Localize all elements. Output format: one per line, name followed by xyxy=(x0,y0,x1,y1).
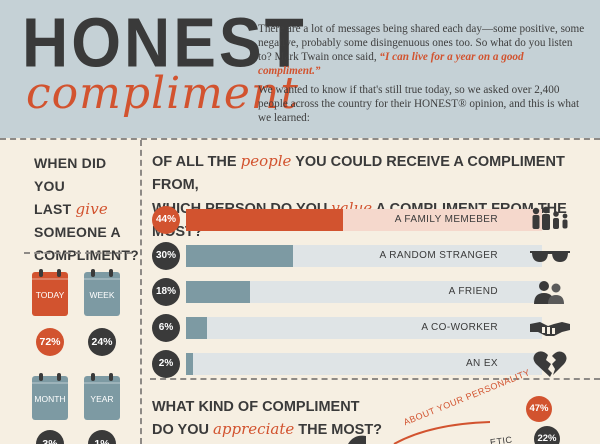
bar-track: AN EX xyxy=(186,353,542,375)
question-2-title: WHAT KIND OF COMPLIMENT DO YOU appreciat… xyxy=(152,396,452,441)
today-percent: 72% xyxy=(36,328,64,356)
bar-fill xyxy=(186,209,343,231)
twain-quote: “I can live for a year on a good complim… xyxy=(258,51,524,77)
bar-percent-badge: 30% xyxy=(152,242,180,270)
bar-percent-badge: 2% xyxy=(152,350,180,378)
question-2-line-2: DO YOU appreciate THE MOST? xyxy=(152,418,452,441)
bar-percent-badge: 6% xyxy=(152,314,180,342)
left-question-give: give xyxy=(75,200,109,218)
bar-fill xyxy=(186,353,194,375)
calendar-today-icon: TODAY xyxy=(32,269,68,316)
sunglasses-icon xyxy=(530,251,570,262)
handshake-icon xyxy=(530,322,570,336)
bar-track: A RANDOM STRANGER xyxy=(186,245,542,267)
intro-paragraph-2: We wanted to know if that's still true t… xyxy=(258,84,580,124)
calendar-week-icon: WEEK xyxy=(84,269,120,316)
bar-percent-badge: 18% xyxy=(152,278,180,306)
bar-fill xyxy=(186,281,251,303)
bar-row-family: 44% A FAMILY MEMEBER xyxy=(152,204,592,236)
calendar-month-label: MONTH xyxy=(34,394,66,404)
calendar-today-label: TODAY xyxy=(35,290,65,300)
arc-chart-fragment xyxy=(348,421,491,444)
year-percent: 1% xyxy=(88,430,116,444)
week-percent: 24% xyxy=(88,328,116,356)
left-question-last: LAST xyxy=(34,201,72,217)
intro-paragraph-1: There are a lot of messages being shared… xyxy=(258,23,585,63)
q1-accent-people: people xyxy=(240,152,292,170)
bar-percent-badge: 44% xyxy=(152,206,180,234)
q2-text-b: THE MOST? xyxy=(298,422,383,438)
q2-accent-appreciate: appreciate xyxy=(212,420,295,438)
bar-label: A RANDOM STRANGER xyxy=(379,250,498,261)
bar-track: A FAMILY MEMEBER xyxy=(186,209,542,231)
left-divider xyxy=(24,252,132,254)
logo-compliment: compliment xyxy=(26,68,299,119)
bar-row-ex: 2% AN EX xyxy=(152,348,592,380)
section-divider xyxy=(150,378,600,380)
arc-percent-athletic: 22% xyxy=(534,426,560,444)
column-divider xyxy=(140,140,142,444)
left-question: WHEN DID YOU LAST give SOMEONE A COMPLIM… xyxy=(34,152,139,267)
bar-track: A CO-WORKER xyxy=(186,317,542,339)
question-1-line-1: OF ALL THE people YOU COULD RECEIVE A CO… xyxy=(152,150,592,197)
calendar-week-label: WEEK xyxy=(89,290,115,300)
bar-row-friend: 18% A FRIEND xyxy=(152,276,592,308)
bar-row-stranger: 30% A RANDOM STRANGER xyxy=(152,240,592,272)
left-question-line-2: LAST give xyxy=(34,198,134,221)
bar-label: A FRIEND xyxy=(448,286,498,297)
bar-row-coworker: 6% A CO-WORKER xyxy=(152,312,592,344)
header-band: HONEST compliment There are a lot of mes… xyxy=(0,0,600,138)
bar-fill xyxy=(186,245,293,267)
calendar-year-icon: YEAR xyxy=(84,373,120,420)
intro-text: There are a lot of messages being shared… xyxy=(258,22,588,130)
question-2-line-1: WHAT KIND OF COMPLIMENT xyxy=(152,399,360,415)
q1-text-b: YOU COULD RECEIVE A COMPLIMENT FROM, xyxy=(152,154,565,193)
month-percent: 3% xyxy=(36,430,64,444)
broken-heart-icon xyxy=(533,351,567,377)
bar-label: AN EX xyxy=(465,358,498,369)
calendar-month-icon: MONTH xyxy=(32,373,68,420)
bar-label: A FAMILY MEMEBER xyxy=(394,214,498,225)
bar-label: A CO-WORKER xyxy=(421,322,498,333)
left-question-line-3: SOMEONE A xyxy=(34,224,121,240)
left-question-line-4: COMPLIMENT? xyxy=(34,247,139,263)
friends-icon xyxy=(534,281,564,304)
bar-fill xyxy=(186,317,208,339)
q1-text-a: OF ALL THE xyxy=(152,154,237,170)
bar-track: A FRIEND xyxy=(186,281,542,303)
family-icon xyxy=(532,206,568,230)
arc-percent-personality: 47% xyxy=(526,396,552,422)
header-divider xyxy=(0,138,600,140)
calendar-year-label: YEAR xyxy=(90,394,114,404)
q2-text-a: DO YOU xyxy=(152,422,209,438)
left-question-line-1: WHEN DID YOU xyxy=(34,155,107,194)
logo-honest: HONEST xyxy=(22,3,307,82)
